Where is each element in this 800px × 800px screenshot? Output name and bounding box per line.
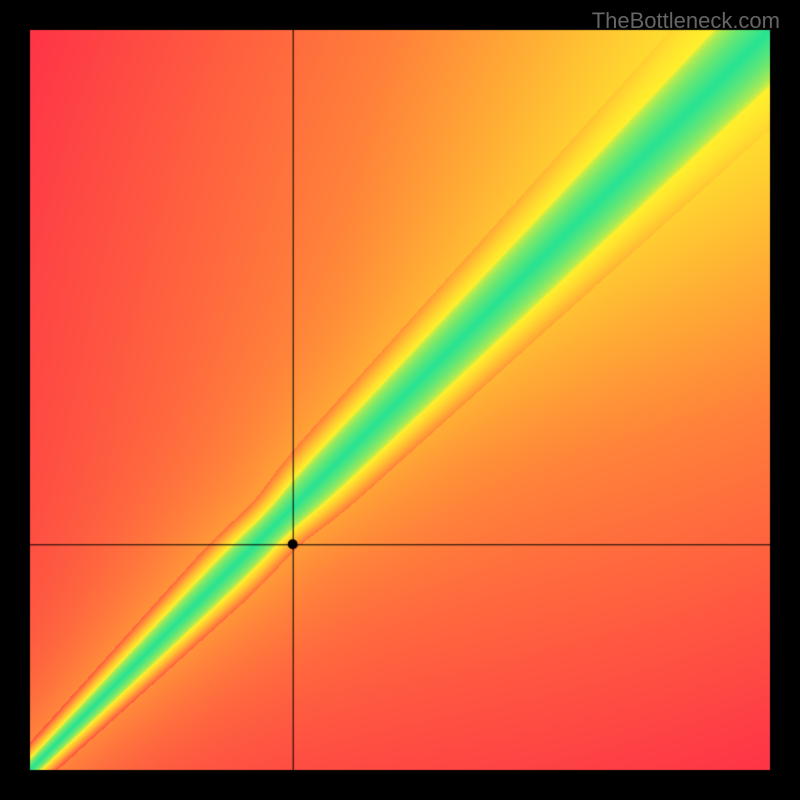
bottleneck-heatmap — [0, 0, 800, 800]
watermark-text: TheBottleneck.com — [592, 8, 780, 34]
